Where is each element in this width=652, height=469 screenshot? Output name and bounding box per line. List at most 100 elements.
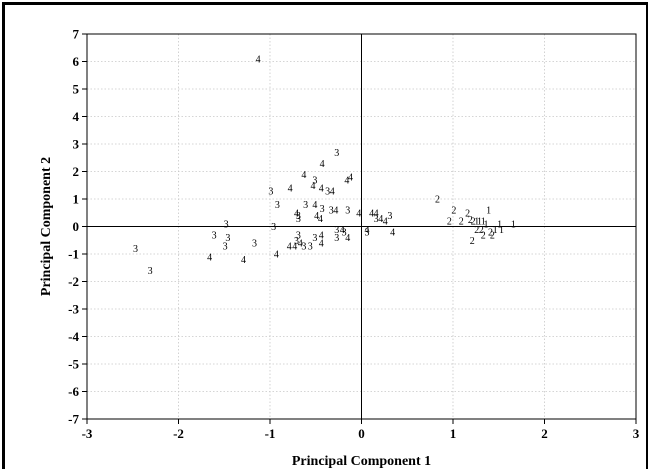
data-point: 4	[319, 230, 324, 241]
data-point: 1	[497, 219, 502, 230]
y-tick-label: -2	[68, 274, 79, 289]
data-point: 2	[481, 230, 486, 241]
data-point: 4	[344, 175, 349, 186]
data-point: 3	[223, 241, 228, 252]
data-point: 4	[348, 173, 353, 184]
data-point: 4	[207, 252, 212, 263]
x-tick-label: -1	[265, 426, 276, 441]
y-tick-label: 0	[73, 219, 80, 234]
data-point: 4	[312, 200, 317, 211]
data-point: 2	[479, 225, 484, 236]
data-point: 2	[459, 217, 464, 228]
data-point: 3	[224, 219, 229, 230]
data-point: 3	[225, 233, 230, 244]
y-tick-label: 2	[73, 164, 80, 179]
data-point: 4	[292, 241, 297, 252]
y-tick-label: 3	[73, 137, 80, 152]
y-tick-label: -1	[68, 247, 79, 262]
data-point: 3	[334, 148, 339, 159]
data-point: 3	[342, 228, 347, 239]
data-point: 4	[374, 208, 379, 219]
data-point: 4	[369, 208, 374, 219]
data-point: 2	[465, 208, 470, 219]
data-point: 4	[274, 250, 279, 261]
data-point: 2	[490, 230, 495, 241]
data-point: 4	[378, 214, 383, 225]
data-point: 4	[356, 208, 361, 219]
data-point: 3	[252, 239, 257, 250]
y-tick-label: -7	[68, 412, 79, 427]
data-point: 2	[468, 215, 473, 226]
data-point: 4	[319, 239, 324, 250]
data-point: 3	[329, 206, 334, 217]
data-point: 2	[471, 217, 476, 228]
data-point: 1	[486, 206, 491, 217]
data-point: 3	[148, 266, 153, 277]
data-point: 4	[364, 225, 369, 236]
data-point: 3	[364, 228, 369, 239]
y-tick-label: 1	[73, 192, 80, 207]
data-point: 3	[345, 206, 350, 217]
y-tick-label: -5	[68, 357, 79, 372]
data-point: 4	[340, 225, 345, 236]
x-tick-label: 0	[358, 426, 365, 441]
data-point: 1	[511, 219, 516, 230]
y-tick-label: -4	[68, 329, 79, 344]
data-point: 3	[325, 186, 330, 197]
x-tick-label: -2	[173, 426, 184, 441]
data-point: 4	[333, 206, 338, 217]
x-axis-title: Principal Component 1	[292, 454, 431, 469]
data-point: 3	[387, 211, 392, 222]
data-point: 3	[308, 241, 313, 252]
data-point: 3	[212, 230, 217, 241]
data-point: 1	[474, 217, 479, 228]
data-point: 4	[294, 208, 299, 219]
data-point: 4	[320, 159, 325, 170]
data-point: 4	[241, 255, 246, 266]
data-point: 1	[483, 219, 488, 230]
data-point: 3	[133, 244, 138, 255]
y-tick-label: 4	[73, 109, 80, 124]
data-point: 2	[488, 228, 493, 239]
x-tick-label: 1	[450, 426, 457, 441]
data-point: 4	[318, 214, 323, 225]
data-point: 2	[435, 195, 440, 206]
data-point: 4	[298, 239, 303, 250]
data-point: 3	[303, 200, 308, 211]
data-point: 3	[296, 211, 301, 222]
data-point: 1	[499, 225, 504, 236]
data-point: 4	[256, 54, 261, 65]
data-point: 3	[301, 241, 306, 252]
data-point: 2	[474, 225, 479, 236]
data-point: 4	[319, 184, 324, 195]
y-tick-label: 5	[73, 82, 80, 97]
data-point: 1	[493, 225, 498, 236]
y-tick-label: 7	[73, 27, 80, 42]
data-point: 1	[481, 217, 486, 228]
data-point: 3	[296, 214, 301, 225]
data-point: 2	[451, 206, 456, 217]
data-point: 3	[334, 233, 339, 244]
data-point: 3	[296, 230, 301, 241]
x-tick-label: 2	[541, 426, 548, 441]
data-point: 2	[470, 236, 475, 247]
data-point: 3	[334, 225, 339, 236]
data-point: 3	[271, 222, 276, 233]
data-point: 4	[390, 228, 395, 239]
data-point: 4	[301, 170, 306, 181]
data-point: 4	[287, 241, 292, 252]
data-point: 3	[294, 236, 299, 247]
y-axis-title: Principal Component 2	[39, 157, 54, 296]
data-point: 4	[345, 233, 350, 244]
data-point: 4	[314, 211, 319, 222]
y-tick-label: -3	[68, 302, 79, 317]
y-tick-label: -6	[68, 384, 79, 399]
data-point: 1	[477, 217, 482, 228]
data-point: 3	[312, 175, 317, 186]
data-point: 4	[311, 181, 316, 192]
x-tick-label: -3	[82, 426, 93, 441]
